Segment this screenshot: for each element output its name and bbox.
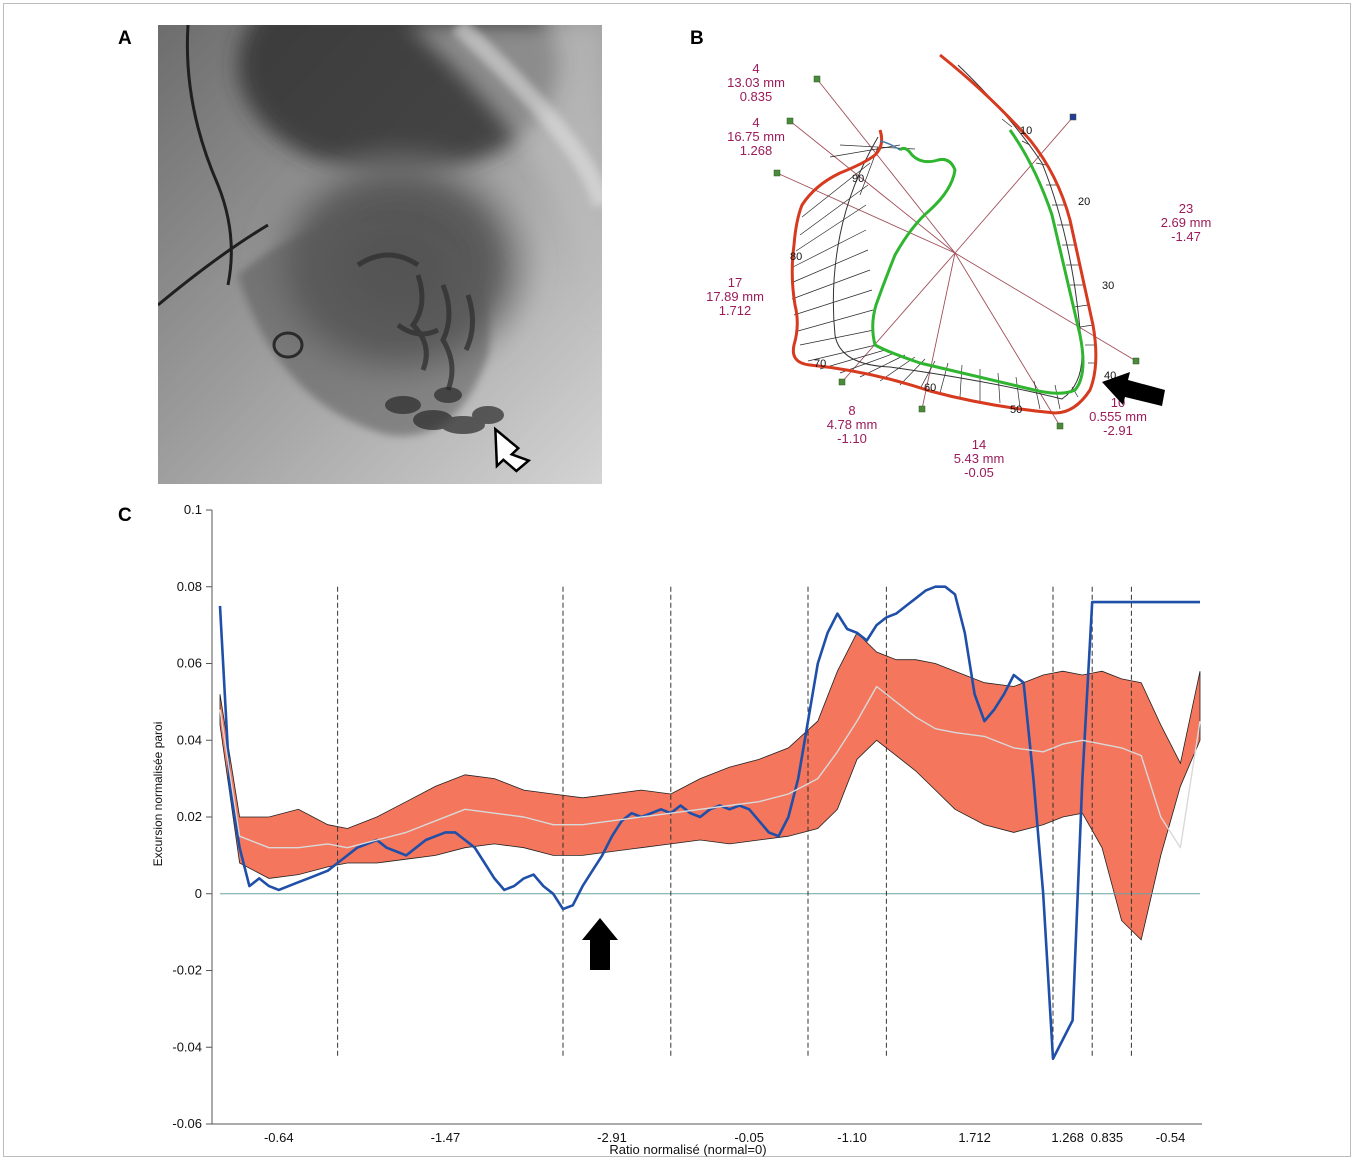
svg-text:23: 23	[1179, 201, 1193, 216]
svg-text:-1.10: -1.10	[837, 431, 867, 446]
figure-frame	[3, 3, 1351, 1157]
svg-text:0.555 mm: 0.555 mm	[1089, 409, 1147, 424]
svg-text:0.835: 0.835	[740, 89, 773, 104]
segment-annotations: 4 13.03 mm 0.835 4 16.75 mm 1.268 17 17.…	[706, 61, 1211, 480]
svg-text:4: 4	[752, 115, 759, 130]
svg-text:-2.91: -2.91	[1103, 423, 1133, 438]
x-tick-label: 1.712	[958, 1130, 991, 1145]
svg-text:17.89 mm: 17.89 mm	[706, 289, 764, 304]
radial-endpoints	[773, 75, 1140, 430]
svg-text:10: 10	[1020, 125, 1032, 137]
svg-text:60: 60	[924, 382, 936, 394]
svg-text:4.78 mm: 4.78 mm	[827, 417, 878, 432]
x-tick-label: 0.835	[1091, 1130, 1124, 1145]
y-axis-label: Excursion normalisée paroi	[151, 722, 165, 867]
arrow-icon	[1102, 372, 1165, 406]
svg-text:4: 4	[752, 61, 759, 76]
svg-text:17: 17	[728, 275, 742, 290]
svg-text:16.75 mm: 16.75 mm	[727, 129, 785, 144]
panel-label-c: C	[118, 505, 132, 526]
svg-text:1.712: 1.712	[719, 303, 752, 318]
svg-text:70: 70	[814, 358, 826, 370]
inner-contour	[871, 129, 1085, 395]
y-tick-label: 0.02	[177, 809, 202, 824]
panel-label-a: A	[118, 28, 132, 49]
x-tick-label: -0.64	[264, 1130, 294, 1145]
y-tick-label: 0.04	[177, 732, 202, 747]
radial-lines	[776, 78, 1137, 427]
outer-contour	[790, 53, 1098, 415]
up-arrow-icon	[582, 918, 618, 970]
excursion-chart: 0.1 0.08 0.06 0.04 0.02 0 -0.02 -0.04 -0.06 -0.6…	[151, 502, 1202, 1157]
midline-contour	[832, 64, 1083, 400]
svg-text:-0.05: -0.05	[964, 465, 994, 480]
y-tick-label: 0.08	[177, 579, 202, 594]
svg-text:20: 20	[1078, 196, 1090, 208]
svg-text:2.69 mm: 2.69 mm	[1161, 215, 1212, 230]
patient-series-line	[218, 585, 1200, 1061]
svg-text:13.03 mm: 13.03 mm	[727, 75, 785, 90]
x-tick-label: -1.47	[431, 1130, 461, 1145]
svg-text:14: 14	[972, 437, 986, 452]
x-tick-label: -1.10	[837, 1130, 867, 1145]
x-axis-label: Ratio normalisé (normal=0)	[609, 1142, 766, 1157]
chord-lines	[790, 118, 1095, 410]
svg-text:50: 50	[1010, 404, 1022, 416]
svg-text:1.268: 1.268	[740, 143, 773, 158]
y-tick-label: 0	[195, 886, 202, 901]
y-tick-label: 0.1	[184, 502, 202, 517]
x-tick-label: -0.54	[1156, 1130, 1186, 1145]
mean-series-line	[219, 685, 1201, 849]
svg-text:8: 8	[848, 403, 855, 418]
x-tick-label: -2.91	[597, 1130, 627, 1145]
svg-text:-1.47: -1.47	[1171, 229, 1201, 244]
x-tick-label: -0.05	[734, 1130, 764, 1145]
svg-text:30: 30	[1102, 280, 1114, 292]
y-tick-label: -0.04	[172, 1039, 202, 1054]
y-tick-label: -0.02	[172, 963, 202, 978]
svg-text:5.43 mm: 5.43 mm	[954, 451, 1005, 466]
svg-text:80: 80	[790, 251, 802, 263]
panel-label-b: B	[690, 28, 704, 49]
angiogram-image	[158, 25, 602, 484]
x-tick-label: 1.268	[1051, 1130, 1084, 1145]
y-tick-label: -0.06	[172, 1116, 202, 1131]
y-tick-label: 0.06	[177, 656, 202, 671]
contour-diagram: 10 20 30 40 50 60 70 80 90 4 13.03 mm 0.…	[706, 53, 1211, 480]
svg-text:90: 90	[852, 173, 864, 185]
